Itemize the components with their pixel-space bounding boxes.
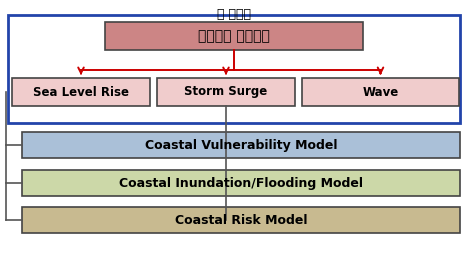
Text: Coastal Risk Model: Coastal Risk Model — [175, 214, 307, 227]
Bar — [12, 78, 150, 106]
Text: 해양기후 시나리오: 해양기후 시나리오 — [198, 29, 270, 43]
Bar — [302, 78, 459, 106]
Text: Sea Level Rise: Sea Level Rise — [33, 86, 129, 99]
Text: Wave: Wave — [362, 86, 399, 99]
Text: ＜ 해양＞: ＜ 해양＞ — [217, 8, 251, 21]
Bar — [105, 22, 363, 50]
Text: Storm Surge: Storm Surge — [184, 86, 268, 99]
Text: Coastal Vulnerability Model: Coastal Vulnerability Model — [145, 139, 337, 152]
Bar — [22, 132, 460, 158]
Bar — [22, 207, 460, 233]
Text: Coastal Inundation/Flooding Model: Coastal Inundation/Flooding Model — [119, 176, 363, 189]
Bar — [22, 170, 460, 196]
Bar — [8, 15, 460, 123]
Bar — [157, 78, 295, 106]
